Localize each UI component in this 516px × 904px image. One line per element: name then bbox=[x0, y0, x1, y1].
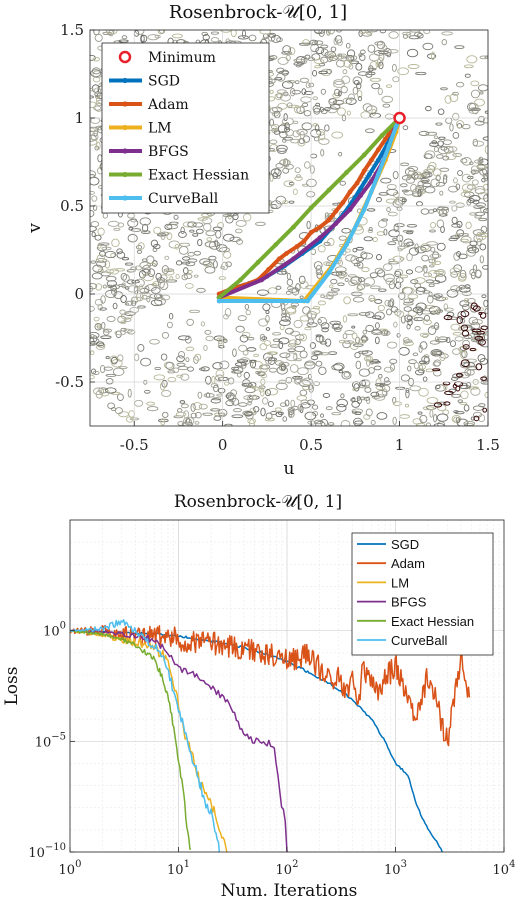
bottom-chart-title: Rosenbrock-𝒰[0, 1] bbox=[173, 492, 343, 512]
top-point-exact-hessian bbox=[255, 259, 261, 265]
top-point-adam bbox=[301, 238, 307, 244]
top-point-curveball bbox=[375, 171, 381, 177]
bottom-xaxis-label: Num. Iterations bbox=[221, 881, 358, 901]
top-point-adam bbox=[294, 244, 300, 249]
top-xaxis-label: u bbox=[284, 459, 295, 479]
top-point-adam bbox=[347, 189, 353, 195]
top-point-adam bbox=[368, 157, 374, 163]
bottom-line-bfgs bbox=[70, 629, 288, 852]
top-line-adam bbox=[217, 116, 402, 296]
top-point-adam bbox=[326, 217, 332, 223]
top-series bbox=[216, 115, 402, 304]
top-point-bfgs bbox=[368, 178, 374, 184]
top-point-bfgs bbox=[317, 235, 323, 241]
bottom-legend-label: Exact Hessian bbox=[391, 614, 474, 629]
top-ytick-label: -0.5 bbox=[55, 373, 84, 391]
top-point-curveball bbox=[344, 242, 349, 248]
top-point-adam bbox=[308, 230, 314, 235]
top-xtick-label: 1 bbox=[395, 436, 405, 454]
top-legend-label: SGD bbox=[148, 74, 180, 90]
top-ytick-label: 0.5 bbox=[60, 197, 84, 215]
top-point-adam bbox=[383, 136, 388, 142]
top-legend-label: Exact Hessian bbox=[148, 168, 249, 184]
top-point-adam bbox=[283, 251, 289, 256]
top-legend-label: BFGS bbox=[148, 144, 189, 160]
top-point-curveball bbox=[386, 143, 392, 149]
top-yaxis-label: v bbox=[25, 223, 45, 234]
top-xtick-label: 0.5 bbox=[299, 436, 323, 454]
bottom-xtick-label: 103 bbox=[384, 859, 407, 878]
top-point-curveball bbox=[216, 298, 222, 304]
bottom-ytick-label: 10−5 bbox=[35, 731, 66, 750]
bottom-legend: SGD Adam LM BFGS Exact Hessian CurveBall bbox=[351, 532, 494, 656]
bottom-legend-label: LM bbox=[391, 575, 409, 590]
top-xtick-label: 0 bbox=[218, 436, 228, 454]
top-plot-frame bbox=[89, 29, 489, 427]
top-point-exact-hessian bbox=[326, 187, 332, 193]
top-xtick-label: 1.5 bbox=[476, 436, 500, 454]
top-ytick-label: 1.5 bbox=[60, 21, 84, 39]
top-point-adam bbox=[276, 256, 282, 262]
bottom-line-curveball bbox=[70, 619, 221, 852]
top-point-sgd bbox=[375, 157, 381, 163]
top-point-curveball bbox=[305, 298, 310, 304]
top-point-exact-hessian bbox=[237, 277, 243, 283]
bottom-legend-box bbox=[351, 532, 494, 656]
bottom-legend-label: BFGS bbox=[391, 595, 427, 610]
top-point-bfgs bbox=[259, 277, 264, 283]
top-point-curveball bbox=[326, 270, 332, 276]
top-point-exact-hessian bbox=[216, 295, 222, 300]
bottom-xtick-label: 101 bbox=[167, 859, 190, 878]
top-point-bfgs bbox=[347, 207, 353, 212]
top-point-curveball bbox=[393, 124, 399, 130]
top-point-adam bbox=[361, 168, 367, 174]
top-point-bfgs bbox=[291, 256, 296, 262]
top-xtick-label: -0.5 bbox=[120, 436, 149, 454]
top-point-sgd bbox=[358, 186, 364, 191]
top-legend-label: Adam bbox=[147, 97, 189, 113]
top-ytick-label: 0 bbox=[74, 285, 84, 303]
top-point-exact-hessian bbox=[361, 152, 367, 158]
top-legend-label: LM bbox=[148, 121, 172, 137]
top-point-adam bbox=[354, 180, 360, 186]
top-point-bfgs bbox=[358, 193, 364, 198]
top-point-bfgs bbox=[333, 221, 339, 227]
legend-minimum-marker bbox=[118, 50, 132, 64]
bottom-line-exact-hessian bbox=[70, 629, 192, 851]
top-point-exact-hessian bbox=[344, 170, 349, 175]
bottom-legend-label: SGD bbox=[391, 537, 419, 552]
top-point-adam bbox=[266, 266, 272, 272]
bottom-yaxis-label: Loss bbox=[2, 667, 22, 706]
top-point-exact-hessian bbox=[273, 242, 279, 248]
bottom-series bbox=[70, 619, 471, 852]
bottom-xtick-label: 100 bbox=[59, 859, 82, 878]
top-legend-label: CurveBall bbox=[148, 191, 219, 207]
top-point-curveball bbox=[361, 207, 367, 212]
bottom-ytick-label: 10−10 bbox=[28, 842, 66, 861]
top-point-exact-hessian bbox=[291, 224, 296, 230]
top-point-adam bbox=[375, 147, 381, 153]
top-point-exact-hessian bbox=[379, 133, 385, 139]
top-chart-title: Rosenbrock-𝒰[0, 1] bbox=[168, 2, 348, 23]
bottom-legend-label: Adam bbox=[391, 556, 425, 571]
top-point-sgd bbox=[367, 171, 372, 177]
minimum-marker bbox=[393, 111, 406, 125]
top-legend: Minimum SGD Adam LM BFGS Exact Hessian CurveBa… bbox=[101, 42, 270, 214]
top-point-adam bbox=[340, 200, 346, 205]
top-legend-label: Minimum bbox=[148, 50, 216, 66]
bottom-xtick-label: 104 bbox=[493, 859, 516, 878]
bottom-xtick-label: 102 bbox=[276, 859, 299, 878]
top-ytick-label: 1 bbox=[74, 109, 84, 127]
bottom-ytick-label: 100 bbox=[43, 621, 66, 640]
top-point-adam bbox=[333, 208, 339, 214]
top-point-adam bbox=[317, 224, 323, 230]
bottom-legend-label: CurveBall bbox=[391, 633, 447, 648]
top-point-exact-hessian bbox=[308, 205, 314, 211]
